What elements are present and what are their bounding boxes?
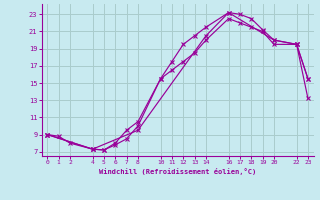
X-axis label: Windchill (Refroidissement éolien,°C): Windchill (Refroidissement éolien,°C) [99, 168, 256, 175]
